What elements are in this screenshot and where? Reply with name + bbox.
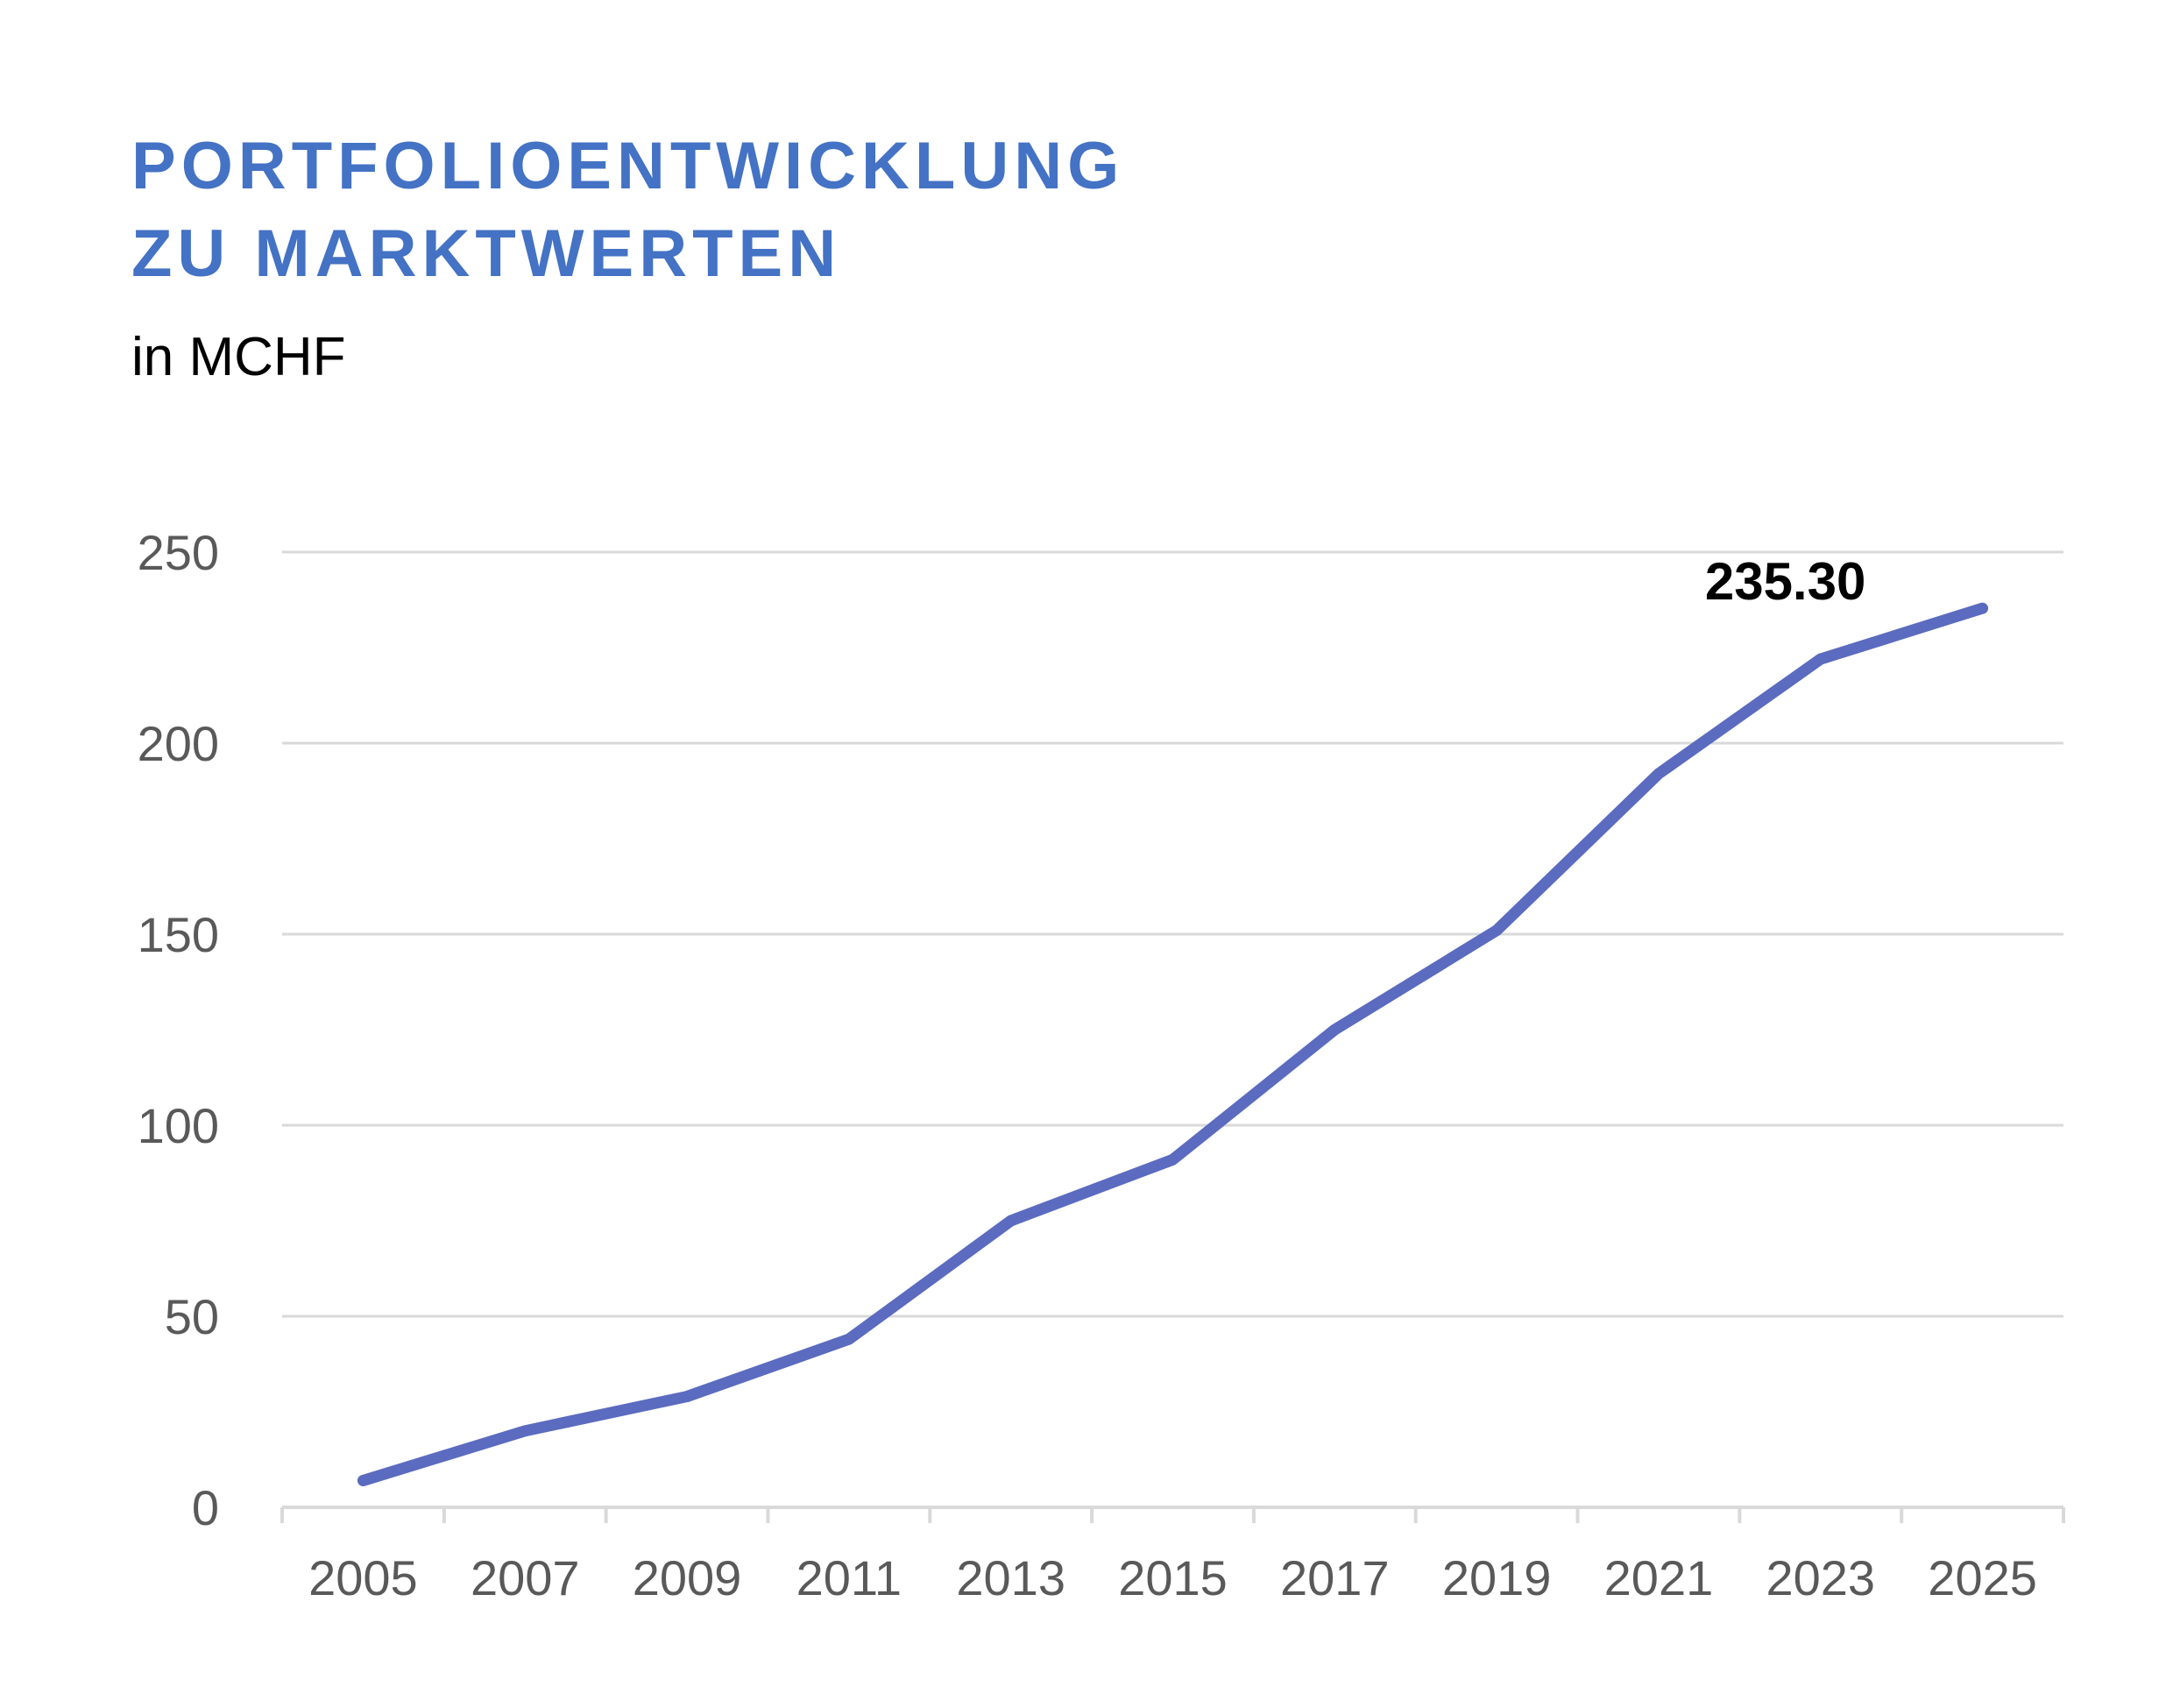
- x-tick-label: 2019: [1442, 1550, 1552, 1605]
- x-tick-label: 2013: [956, 1550, 1065, 1605]
- x-tick-label: 2005: [308, 1550, 418, 1605]
- y-tick-label: 150: [138, 907, 219, 962]
- chart-title-line-1: PORTFOLIOENTWICKLUNG: [131, 129, 1125, 203]
- chart-subtitle: in MCHF: [131, 327, 346, 387]
- y-tick-label: 100: [138, 1098, 219, 1153]
- series-line: [357, 602, 1989, 1486]
- chart-title-line-2: ZU MARKTWERTEN: [131, 216, 842, 291]
- y-tick-label: 50: [165, 1289, 219, 1344]
- x-tick-label: 2023: [1766, 1550, 1875, 1605]
- x-tick-label: 2025: [1928, 1550, 2037, 1605]
- y-tick-label: 250: [138, 525, 219, 580]
- x-tick-label: 2015: [1118, 1550, 1228, 1605]
- x-tick-label: 2017: [1280, 1550, 1390, 1605]
- x-tick-label: 2009: [633, 1550, 742, 1605]
- chart-title: PORTFOLIOENTWICKLUNG ZU MARKTWERTEN: [131, 123, 1124, 298]
- y-tick-label: 200: [138, 716, 219, 771]
- x-tick-label: 2007: [471, 1550, 580, 1605]
- data-label: 235.30: [1705, 552, 1866, 611]
- x-tick-label: 2011: [796, 1550, 902, 1605]
- y-tick-label: 0: [192, 1480, 219, 1535]
- x-tick-label: 2021: [1604, 1550, 1714, 1605]
